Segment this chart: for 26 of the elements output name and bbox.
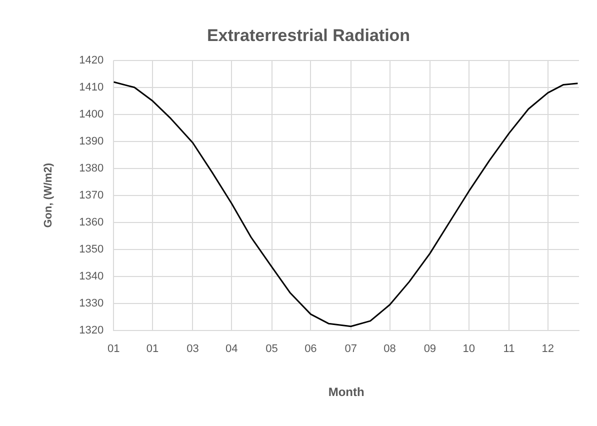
- y-tick-label: 1390: [79, 135, 104, 148]
- y-tick-label: 1340: [79, 270, 104, 282]
- y-tick-label: 1370: [79, 189, 104, 202]
- x-tick-label: 07: [344, 343, 357, 356]
- x-tick-label: 01: [108, 343, 120, 356]
- x-tick-label: 10: [462, 343, 475, 356]
- y-tick-label: 1350: [79, 243, 104, 256]
- y-tick-label: 1380: [79, 162, 104, 174]
- x-tick-label: 05: [266, 343, 278, 356]
- x-axis-title: Month: [328, 385, 364, 400]
- y-tick-label: 1330: [79, 297, 104, 310]
- y-axis-title: Gon, (W/m2): [42, 162, 55, 228]
- x-tick-label: 09: [424, 343, 436, 356]
- x-tick-label: 01: [146, 343, 159, 356]
- x-tick-label: 04: [226, 343, 238, 356]
- x-tick-label: 08: [384, 343, 396, 356]
- y-tick-label: 1420: [79, 54, 104, 66]
- y-tick-label: 1360: [79, 216, 104, 228]
- y-tick-label: 1400: [79, 108, 104, 120]
- x-tick-label: 11: [503, 343, 515, 356]
- x-tick-label: 03: [186, 343, 199, 356]
- x-tick-label: 12: [542, 343, 554, 356]
- chart-title: Extraterrestrial Radiation: [206, 26, 410, 45]
- x-tick-label: 06: [304, 343, 317, 356]
- y-tick-label: 1410: [79, 81, 104, 94]
- y-tick-label: 1320: [79, 324, 104, 336]
